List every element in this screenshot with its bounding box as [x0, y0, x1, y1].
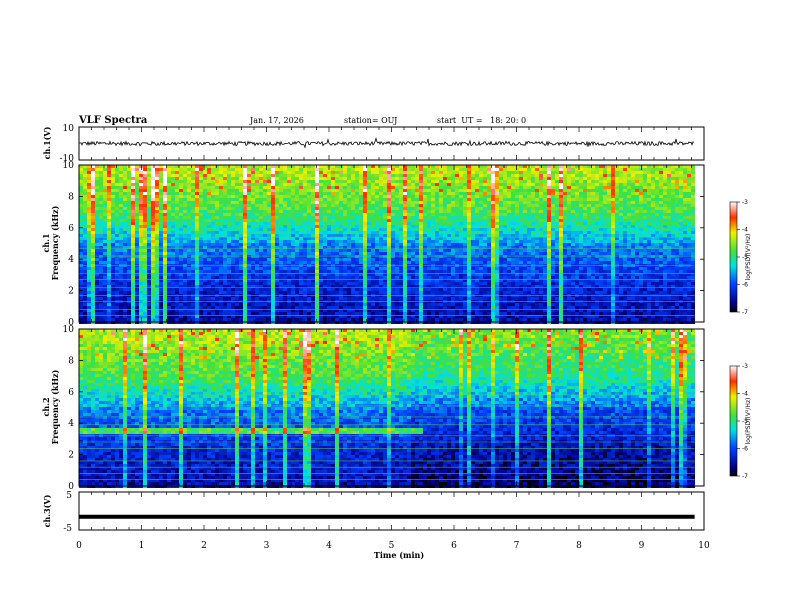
x-tick-labels: 0 1 2 3 4 5 6 7 8 9 10 [76, 541, 710, 551]
ch3-ytick-bottom: -5 [63, 524, 72, 534]
ch2-colorbar-tick-label: -6 [742, 446, 748, 453]
ch1-waveform-line [78, 137, 695, 149]
ch1-colorbar-tick-label: -3 [742, 199, 748, 206]
ch1-colorbar-tick-label: -6 [742, 282, 748, 289]
header-date: Jan. 17, 2026 [249, 116, 304, 125]
ch1-spectrogram-ytick-label: 4 [68, 255, 74, 265]
ch1-spectrogram-yticks: 0 2 4 6 8 10 [63, 161, 704, 328]
ch1-colorbar-tick-label: -4 [742, 227, 748, 234]
x-tick-label: 2 [201, 541, 207, 551]
x-tick-label: 8 [576, 541, 582, 551]
x-tick-label: 0 [76, 541, 82, 551]
x-tick-label: 1 [139, 541, 145, 551]
ch1-spectrogram-channel-label: ch.1 [41, 233, 51, 252]
ch1-spectrogram-ytick-label: 2 [68, 287, 74, 297]
ch1-spectrogram-ytick-label: 10 [63, 161, 75, 171]
ch1-spectrogram-ytick-label: 6 [68, 224, 74, 234]
ch1-colorbar [729, 201, 738, 313]
ch3-waveform-panel: 5 -5 ch.3(V) [42, 491, 705, 534]
ch1-spectrogram-ytick-label: 0 [68, 318, 74, 328]
ch2-spectrogram-channel-label: ch.2 [41, 397, 51, 416]
x-tick-label: 6 [451, 541, 457, 551]
x-tick-label: 7 [514, 541, 520, 551]
header-station: station= OUJ [344, 116, 397, 125]
x-tick-label: 4 [326, 541, 332, 551]
ch1-ytick-bottom: -10 [60, 154, 75, 164]
ch2-colorbar-tick-label: -7 [742, 473, 748, 480]
ch2-spectrogram-yticks: 0 2 4 6 8 10 [63, 325, 704, 492]
figure-title: VLF Spectra [78, 115, 148, 126]
ch2-spectrogram-ytick-label: 2 [68, 451, 74, 461]
x-tick-marks [78, 127, 705, 530]
ch2-spectrogram-ytick-label: 0 [68, 482, 74, 492]
ch1-colorbar-tick-label: -5 [742, 254, 748, 261]
ch1-spectrogram-ylabel: Frequency (kHz) [50, 205, 60, 280]
ch2-spectrogram-ytick-label: 8 [68, 356, 74, 366]
x-tick-label: 5 [389, 541, 395, 551]
ch2-colorbar-tick-label: -5 [742, 418, 748, 425]
x-tick-label: 3 [264, 541, 270, 551]
ch3-waveform-frame [78, 491, 705, 531]
ch2-colorbar [729, 365, 738, 477]
header-start-time: start UT = 18: 20: 0 [437, 116, 526, 125]
ch1-ylabel: ch.1(V) [42, 126, 52, 159]
ch1-colorbar-tick-label: -7 [742, 309, 748, 316]
ch2-colorbar-tick-label: -3 [742, 363, 748, 370]
ch2-spectrogram-ytick-label: 6 [68, 388, 74, 398]
ch2-spectrogram-ylabel: Frequency (kHz) [50, 369, 60, 444]
x-axis-label: Time (min) [374, 550, 424, 560]
ch3-ytick-top: 5 [66, 491, 72, 501]
ch2-spectrogram-ytick-label: 4 [68, 419, 74, 429]
ch2-colorbar-ticks: -3 -4 -5 -6 -7 [737, 363, 748, 480]
ch3-ylabel: ch.3(V) [42, 494, 52, 527]
ch1-ytick-top: 10 [63, 124, 75, 134]
ch2-colorbar-label: log(PSD)(V²/Hz) [745, 398, 752, 445]
ch1-waveform-panel: 10 -10 ch.1(V) [42, 124, 705, 164]
ch1-colorbar-ticks: -3 -4 -5 -6 -7 [737, 199, 748, 316]
ch1-spectrogram-image [79, 165, 704, 324]
x-tick-label: 10 [698, 541, 710, 551]
x-tick-label: 9 [639, 541, 645, 551]
ch1-colorbar-label: log(PSD)(V²/Hz) [745, 234, 752, 281]
ch2-spectrogram-image [79, 329, 704, 488]
ch2-spectrogram-ytick-label: 10 [63, 325, 75, 335]
ch2-colorbar-tick-label: -4 [742, 391, 748, 398]
ch1-spectrogram-ytick-label: 8 [68, 192, 74, 202]
